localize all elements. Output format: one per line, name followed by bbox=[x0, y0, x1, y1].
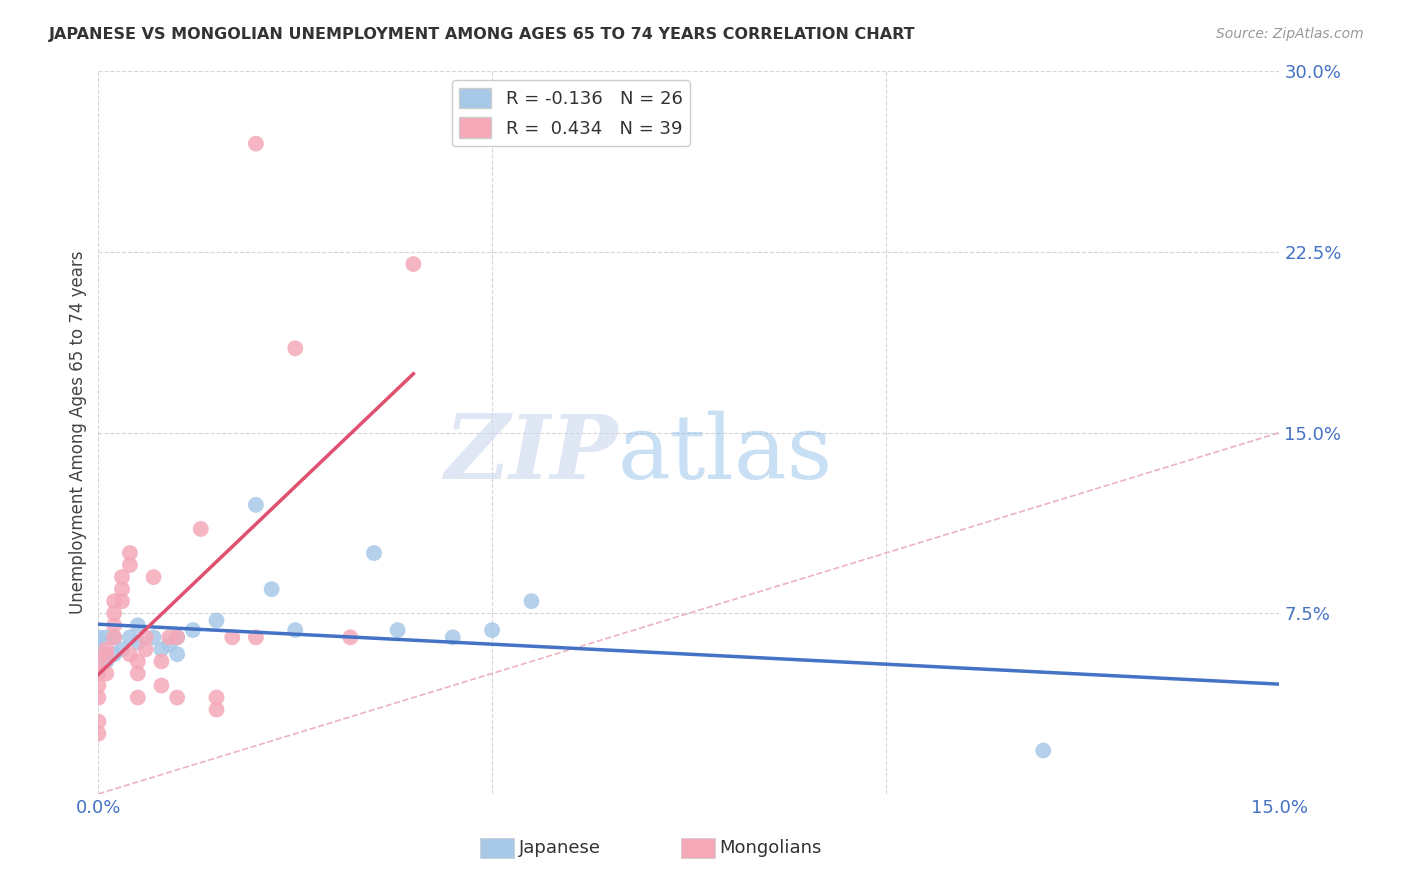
Point bbox=[157, 638, 180, 652]
Point bbox=[103, 647, 125, 661]
Point bbox=[142, 630, 165, 644]
Point bbox=[96, 666, 118, 681]
Point bbox=[166, 630, 188, 644]
Point bbox=[1032, 743, 1054, 757]
Point bbox=[205, 614, 228, 628]
Point bbox=[245, 136, 267, 151]
Point bbox=[103, 630, 125, 644]
Point bbox=[127, 618, 149, 632]
Point bbox=[245, 630, 267, 644]
Point bbox=[166, 690, 188, 705]
Point bbox=[87, 630, 110, 644]
Point bbox=[103, 594, 125, 608]
Point bbox=[87, 726, 110, 740]
Text: Mongolians: Mongolians bbox=[720, 839, 823, 857]
Text: JAPANESE VS MONGOLIAN UNEMPLOYMENT AMONG AGES 65 TO 74 YEARS CORRELATION CHART: JAPANESE VS MONGOLIAN UNEMPLOYMENT AMONG… bbox=[49, 27, 915, 42]
Point bbox=[96, 655, 118, 669]
Point bbox=[181, 623, 204, 637]
Point bbox=[96, 642, 118, 657]
Point bbox=[127, 635, 149, 649]
Point bbox=[150, 678, 173, 692]
Point bbox=[150, 655, 173, 669]
Point bbox=[363, 546, 385, 560]
Point bbox=[96, 630, 118, 644]
Point bbox=[190, 522, 212, 536]
Point bbox=[111, 594, 134, 608]
Text: ZIP: ZIP bbox=[444, 411, 619, 498]
Point bbox=[87, 678, 110, 692]
Point bbox=[127, 690, 149, 705]
Point bbox=[157, 630, 180, 644]
Text: Source: ZipAtlas.com: Source: ZipAtlas.com bbox=[1216, 27, 1364, 41]
Point bbox=[387, 623, 409, 637]
Point bbox=[205, 690, 228, 705]
FancyBboxPatch shape bbox=[479, 838, 515, 858]
Point bbox=[284, 623, 307, 637]
Point bbox=[118, 546, 141, 560]
Point bbox=[118, 630, 141, 644]
Point bbox=[135, 630, 157, 644]
Point bbox=[339, 630, 361, 644]
FancyBboxPatch shape bbox=[681, 838, 714, 858]
Point bbox=[260, 582, 283, 596]
Y-axis label: Unemployment Among Ages 65 to 74 years: Unemployment Among Ages 65 to 74 years bbox=[69, 251, 87, 615]
Point bbox=[127, 655, 149, 669]
Point bbox=[111, 570, 134, 584]
Text: Japanese: Japanese bbox=[519, 839, 600, 857]
Point bbox=[284, 342, 307, 356]
Point bbox=[481, 623, 503, 637]
Point bbox=[142, 570, 165, 584]
Point bbox=[150, 642, 173, 657]
Point bbox=[245, 498, 267, 512]
Point bbox=[402, 257, 425, 271]
Point bbox=[87, 666, 110, 681]
Point bbox=[166, 630, 188, 644]
Point bbox=[103, 607, 125, 621]
Point bbox=[96, 647, 118, 661]
Point bbox=[127, 666, 149, 681]
Point bbox=[103, 630, 125, 644]
Point bbox=[111, 642, 134, 657]
Point bbox=[118, 647, 141, 661]
Point bbox=[221, 630, 243, 644]
Point bbox=[520, 594, 543, 608]
Point bbox=[87, 714, 110, 729]
Point bbox=[111, 582, 134, 596]
Point bbox=[87, 690, 110, 705]
Point bbox=[441, 630, 464, 644]
Point bbox=[118, 558, 141, 573]
Text: atlas: atlas bbox=[619, 410, 834, 498]
Point bbox=[205, 703, 228, 717]
Point bbox=[87, 655, 110, 669]
Point bbox=[103, 618, 125, 632]
Point bbox=[166, 647, 188, 661]
Point bbox=[135, 642, 157, 657]
Point bbox=[87, 642, 110, 657]
Legend: R = -0.136   N = 26, R =  0.434   N = 39: R = -0.136 N = 26, R = 0.434 N = 39 bbox=[451, 80, 690, 145]
